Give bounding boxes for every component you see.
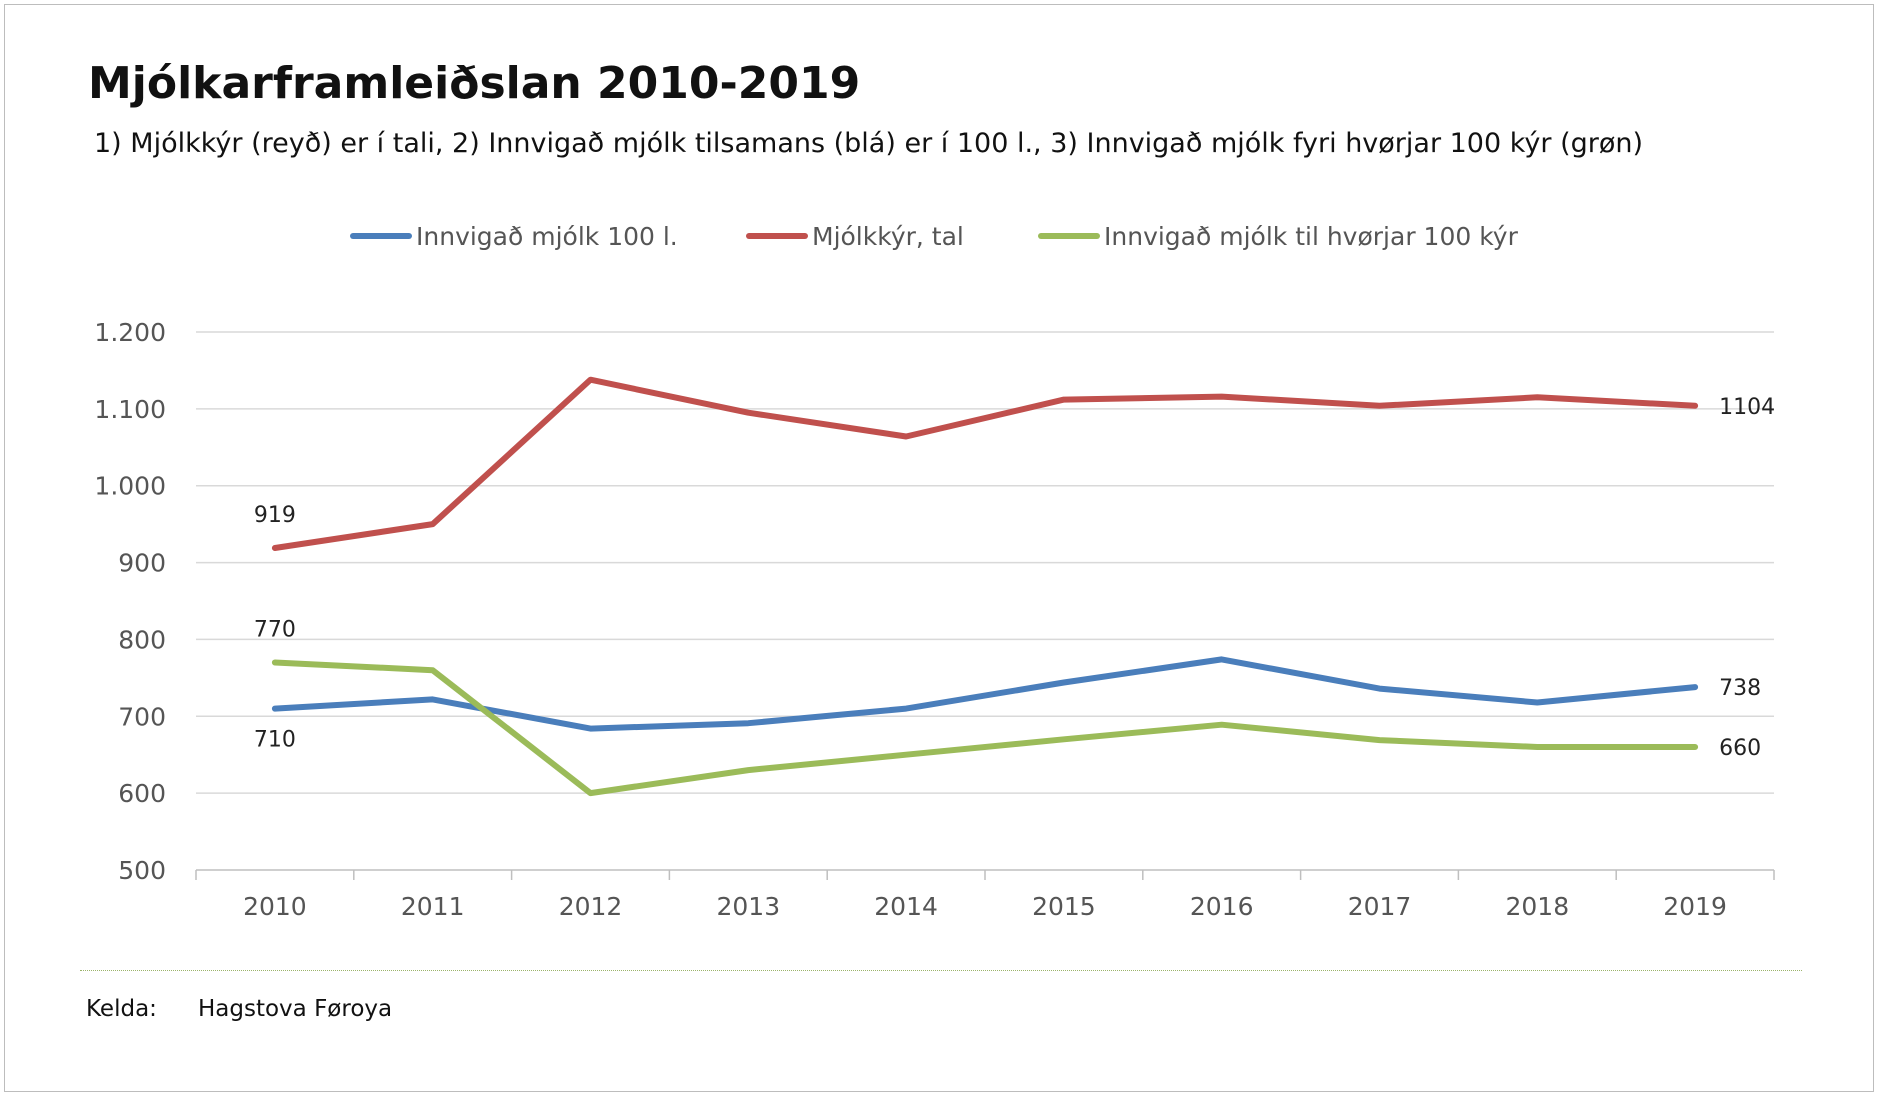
y-tick-label: 800: [118, 625, 166, 654]
chart-subtitle: 1) Mjólkkýr (reyð) er í tali, 2) Innviga…: [94, 128, 1644, 159]
x-tick-label: 2014: [874, 892, 938, 921]
data-label-milk-per-cow: 770: [254, 617, 296, 642]
x-tick-label: 2015: [1032, 892, 1096, 921]
legend-item-milk-per-cow: Innvigað mjólk til hvørjar 100 kýr: [1038, 216, 1518, 256]
source-value: Hagstova Føroya: [198, 996, 393, 1022]
source-divider: [80, 970, 1802, 971]
legend-swatch-milk-total: [350, 233, 412, 239]
data-label-cows: 1104: [1719, 395, 1775, 420]
chart-frame: [4, 4, 1874, 1092]
axis-layer: 500 600 700 800 900 1.000 1.100 1.200 2010 2011 20…: [94, 318, 1775, 921]
data-label-milk-total: 710: [254, 728, 296, 753]
legend-item-cows: Mjólkkýr, tal: [746, 216, 964, 256]
legend-item-milk-total: Innvigað mjólk 100 l.: [350, 216, 678, 256]
x-tick-label: 2012: [559, 892, 623, 921]
x-tick-label: 2013: [716, 892, 780, 921]
data-label-cows: 919: [254, 503, 296, 528]
x-tick-label: 2018: [1505, 892, 1569, 921]
legend-swatch-milk-per-cow: [1038, 233, 1100, 239]
x-tick-label: 2010: [243, 892, 307, 921]
series-line-milk-per-cow: [271, 659, 1699, 797]
y-tick-label: 1.000: [94, 472, 166, 501]
data-label-milk-total: 738: [1719, 676, 1761, 701]
y-tick-label: 500: [118, 856, 166, 885]
series-layer: [271, 376, 1699, 797]
data-label-milk-per-cow: 660: [1719, 736, 1761, 761]
legend-swatch-cows: [746, 233, 808, 239]
series-line-cows: [271, 376, 1699, 551]
x-tick-label: 2017: [1348, 892, 1412, 921]
x-tick-label: 2016: [1190, 892, 1254, 921]
y-tick-label: 700: [118, 702, 166, 731]
y-tick-label: 1.100: [94, 395, 166, 424]
x-tick-label: 2019: [1663, 892, 1727, 921]
x-tick-label: 2011: [401, 892, 465, 921]
series-line-milk-total: [271, 656, 1699, 732]
label-layer: 710 738 919 1104 770 660: [254, 395, 1775, 761]
chart-legend: Innvigað mjólk 100 l. Mjólkkýr, tal Innv…: [0, 216, 1882, 256]
y-tick-label: 600: [118, 779, 166, 808]
chart-title: Mjólkarframleiðslan 2010-2019: [88, 58, 861, 109]
legend-label-cows: Mjólkkýr, tal: [812, 221, 964, 251]
y-tick-label: 900: [118, 549, 166, 578]
y-tick-label: 1.200: [94, 318, 166, 347]
legend-label-milk-per-cow: Innvigað mjólk til hvørjar 100 kýr: [1104, 221, 1518, 251]
source-key: Kelda:: [86, 996, 157, 1022]
legend-label-milk-total: Innvigað mjólk 100 l.: [416, 221, 678, 251]
grid-layer: [196, 331, 1774, 794]
